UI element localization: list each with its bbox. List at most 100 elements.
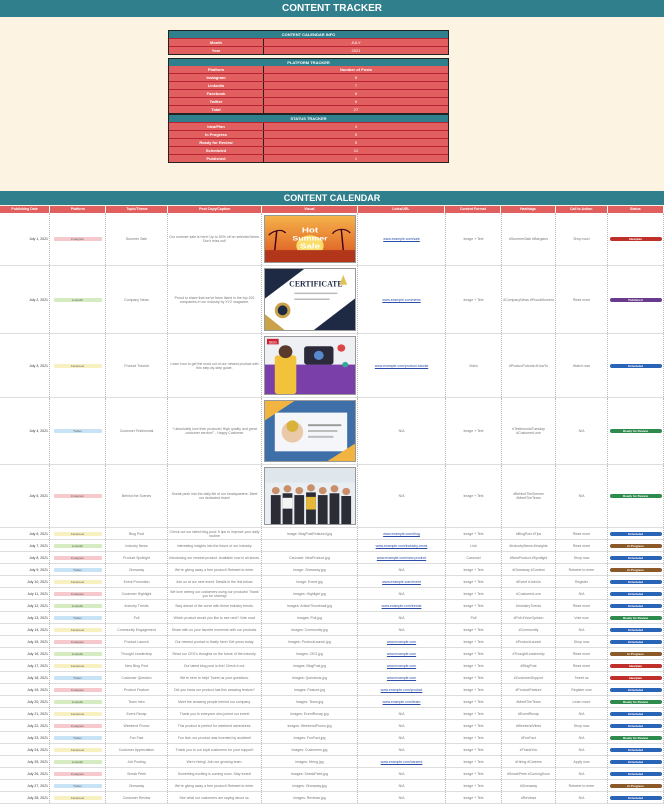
status-dropdown[interactable]: Scheduled bbox=[609, 639, 662, 644]
status-dropdown[interactable]: In Progress bbox=[609, 783, 662, 788]
platform-dropdown[interactable]: Twitter bbox=[53, 615, 102, 620]
cell-platform[interactable]: Instagram bbox=[50, 213, 106, 265]
cell-link[interactable]: www.example.com/blog bbox=[358, 528, 446, 539]
cell-link[interactable]: N/A bbox=[358, 780, 446, 791]
cell-format[interactable]: Image + Text bbox=[446, 398, 502, 464]
platform-dropdown[interactable]: Instagram bbox=[53, 723, 102, 728]
cell-date[interactable]: July 7, 2021 bbox=[0, 540, 50, 551]
cell-topic[interactable]: Customer Question bbox=[106, 672, 168, 683]
cell-visual[interactable]: Carousel: NewProduct.jpg bbox=[262, 552, 358, 563]
cell-hashtags[interactable]: #EventRecap bbox=[502, 708, 556, 719]
cell-date[interactable]: July 20, 2021 bbox=[0, 696, 50, 707]
cell-format[interactable]: Image + Text bbox=[446, 564, 502, 575]
status-dropdown[interactable]: Scheduled bbox=[609, 711, 662, 716]
cell-cta[interactable]: Shop now! bbox=[556, 213, 608, 265]
status-dropdown[interactable]: Scheduled bbox=[609, 747, 662, 752]
cell-format[interactable]: Image + Text bbox=[446, 720, 502, 731]
status-dropdown[interactable]: Scheduled bbox=[609, 603, 662, 608]
cell-cta[interactable]: Watch now bbox=[556, 334, 608, 397]
cell-status[interactable]: In Progress bbox=[608, 564, 664, 575]
cell-link[interactable]: www.example.com bbox=[358, 660, 446, 671]
column-header[interactable]: Topic/Theme bbox=[106, 206, 169, 213]
cell-hashtags[interactable]: #ProductTutorial #HowTo bbox=[502, 334, 556, 397]
cell-platform[interactable]: Facebook bbox=[50, 744, 106, 755]
cell-status[interactable]: In Progress bbox=[608, 540, 664, 551]
cell-platform[interactable]: Instagram bbox=[50, 636, 106, 647]
status-dropdown[interactable]: Ready for Review bbox=[609, 615, 662, 620]
platform-dropdown[interactable]: Facebook bbox=[53, 711, 102, 716]
platform-dropdown[interactable]: Facebook bbox=[53, 663, 102, 668]
cell-platform[interactable]: Instagram bbox=[50, 465, 106, 527]
status-dropdown[interactable]: Published bbox=[609, 297, 662, 302]
cell-date[interactable]: July 10, 2021 bbox=[0, 576, 50, 587]
cell-visual[interactable]: Image: Event.jpg bbox=[262, 576, 358, 587]
cell-cta[interactable]: Register now bbox=[556, 684, 608, 695]
cell-link[interactable]: www.example.com/team bbox=[358, 696, 446, 707]
cell-topic[interactable]: Customer Appreciation bbox=[106, 744, 168, 755]
cell-format[interactable]: Image + Text bbox=[446, 624, 502, 635]
cell-date[interactable]: July 16, 2021 bbox=[0, 648, 50, 659]
cell-link[interactable]: www.example.com/product bbox=[358, 684, 446, 695]
cell-caption[interactable]: Our newest product is finally here! Get … bbox=[168, 636, 262, 647]
status-dropdown[interactable]: Scheduled bbox=[609, 687, 662, 692]
platform-dropdown[interactable]: Instagram bbox=[53, 237, 102, 241]
cell-format[interactable]: Image + Text bbox=[446, 660, 502, 671]
column-header[interactable]: Call to Action bbox=[556, 206, 608, 213]
platform-dropdown[interactable]: Facebook bbox=[53, 531, 102, 536]
cell-cta[interactable]: N/A bbox=[556, 624, 608, 635]
cell-cta[interactable]: Read more bbox=[556, 528, 608, 539]
cell-format[interactable]: Image + Text bbox=[446, 576, 502, 587]
cell-topic[interactable]: Weekend Promo bbox=[106, 720, 168, 731]
cell-hashtags[interactable]: #CustomerLove bbox=[502, 588, 556, 599]
cell-status[interactable]: Ready for Review bbox=[608, 465, 664, 527]
platform-dropdown[interactable]: Twitter bbox=[53, 783, 102, 788]
cell-hashtags[interactable]: #Poll #YourOpinion bbox=[502, 612, 556, 623]
cell-format[interactable]: Image + Text bbox=[446, 528, 502, 539]
cell-visual[interactable]: Image: BlogPostFeatured.jpg bbox=[262, 528, 358, 539]
platform-dropdown[interactable]: Instagram bbox=[53, 639, 102, 644]
cell-visual[interactable]: CERTIFICATE bbox=[262, 266, 358, 333]
cell-date[interactable]: July 1, 2021 bbox=[0, 213, 50, 265]
cell-platform[interactable]: Twitter bbox=[50, 732, 106, 743]
cell-platform[interactable]: Instagram bbox=[50, 684, 106, 695]
cell-platform[interactable]: Facebook bbox=[50, 708, 106, 719]
cell-platform[interactable]: LinkedIn bbox=[50, 266, 106, 333]
cell-format[interactable]: Link bbox=[446, 540, 502, 551]
cell-hashtags[interactable]: #TestimonialTuesday #CustomerLove bbox=[502, 398, 556, 464]
cell-cta[interactable]: Read more bbox=[556, 660, 608, 671]
status-dropdown[interactable]: Scheduled bbox=[609, 363, 662, 368]
cell-status[interactable]: In Progress bbox=[608, 648, 664, 659]
cell-platform[interactable]: Facebook bbox=[50, 792, 106, 803]
cell-visual[interactable] bbox=[262, 465, 358, 527]
cell-visual[interactable]: Images: ProductLaunch.jpg bbox=[262, 636, 358, 647]
cell-status[interactable]: Ready for Review bbox=[608, 696, 664, 707]
cell-status[interactable]: Ready for Review bbox=[608, 398, 664, 464]
cell-hashtags[interactable]: #CustomerSupport bbox=[502, 672, 556, 683]
cell-hashtags[interactable]: #BlogPost #Tips bbox=[502, 528, 556, 539]
cell-caption[interactable]: Meet the amazing people behind our compa… bbox=[168, 696, 262, 707]
column-header[interactable]: Status bbox=[608, 206, 664, 213]
cell-cta[interactable]: Read more bbox=[556, 266, 608, 333]
cell-cta[interactable]: Tweet us bbox=[556, 672, 608, 683]
tracker-row-value[interactable]: 27 bbox=[264, 106, 448, 113]
platform-dropdown[interactable]: Twitter bbox=[53, 429, 102, 433]
cell-link[interactable]: www.example.com bbox=[358, 672, 446, 683]
cell-date[interactable]: July 4, 2021 bbox=[0, 398, 50, 464]
status-dropdown[interactable]: Scheduled bbox=[609, 579, 662, 584]
cell-caption[interactable]: We're hiring! Join our growing team. bbox=[168, 756, 262, 767]
cell-topic[interactable]: Product Tutorial bbox=[106, 334, 168, 397]
cell-caption[interactable]: Our latest blog post is live! Check it o… bbox=[168, 660, 262, 671]
cell-link[interactable]: N/A bbox=[358, 720, 446, 731]
platform-dropdown[interactable]: Twitter bbox=[53, 567, 102, 572]
platform-dropdown[interactable]: LinkedIn bbox=[53, 651, 102, 656]
cell-link[interactable]: www.example.com/new-product bbox=[358, 552, 446, 563]
cell-status[interactable]: Scheduled bbox=[608, 576, 664, 587]
cell-caption[interactable]: This product is perfect for weekend adve… bbox=[168, 720, 262, 731]
cell-visual[interactable]: Hot Summer Sale bbox=[262, 213, 358, 265]
cell-visual[interactable]: Images: Customers.jpg bbox=[262, 744, 358, 755]
cell-cta[interactable]: N/A bbox=[556, 732, 608, 743]
cell-cta[interactable]: Vote now bbox=[556, 612, 608, 623]
cell-visual[interactable]: Images: ArticleThumbnail.jpg bbox=[262, 600, 358, 611]
cell-topic[interactable]: Giveaway bbox=[106, 780, 168, 791]
cell-format[interactable]: Image + Text bbox=[446, 696, 502, 707]
